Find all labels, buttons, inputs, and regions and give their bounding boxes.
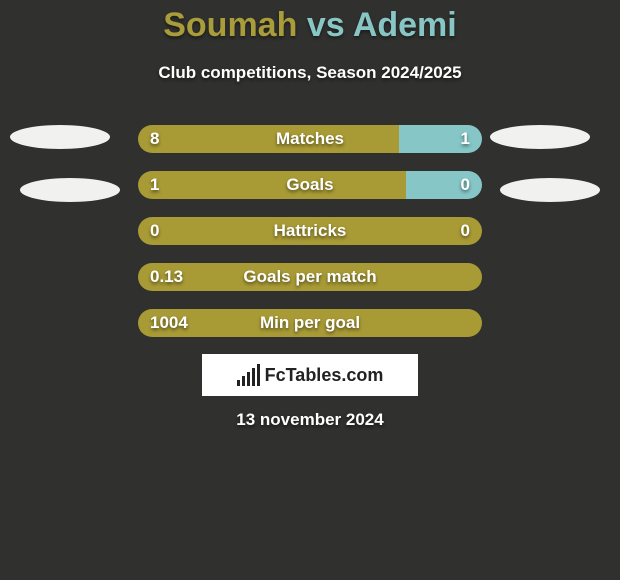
fctables-logo: FcTables.com bbox=[202, 354, 418, 396]
player-a-name: Soumah bbox=[163, 6, 297, 44]
logo-bars-icon bbox=[237, 364, 260, 386]
player-b-name: Ademi bbox=[353, 6, 457, 44]
stat-bar-a bbox=[138, 171, 406, 199]
subtitle: Club competitions, Season 2024/2025 bbox=[0, 63, 620, 83]
player-b-marker bbox=[490, 125, 590, 149]
player-a-marker bbox=[10, 125, 110, 149]
stat-bar-b bbox=[399, 125, 482, 153]
stat-bar-a bbox=[138, 309, 482, 337]
player-b-marker bbox=[500, 178, 600, 202]
stat-row bbox=[138, 309, 482, 337]
stat-row bbox=[138, 125, 482, 153]
stat-row bbox=[138, 171, 482, 199]
stat-bar-b bbox=[406, 171, 482, 199]
stat-row bbox=[138, 263, 482, 291]
stat-row bbox=[138, 217, 482, 245]
stat-bar-a bbox=[138, 263, 482, 291]
logo-text: FcTables.com bbox=[265, 365, 384, 386]
vs-text: vs bbox=[307, 6, 345, 44]
date-text: 13 november 2024 bbox=[0, 410, 620, 430]
stat-bar-a bbox=[138, 217, 482, 245]
player-a-marker bbox=[20, 178, 120, 202]
stat-bar-a bbox=[138, 125, 399, 153]
page-title: Soumah vs Ademi bbox=[0, 6, 620, 45]
